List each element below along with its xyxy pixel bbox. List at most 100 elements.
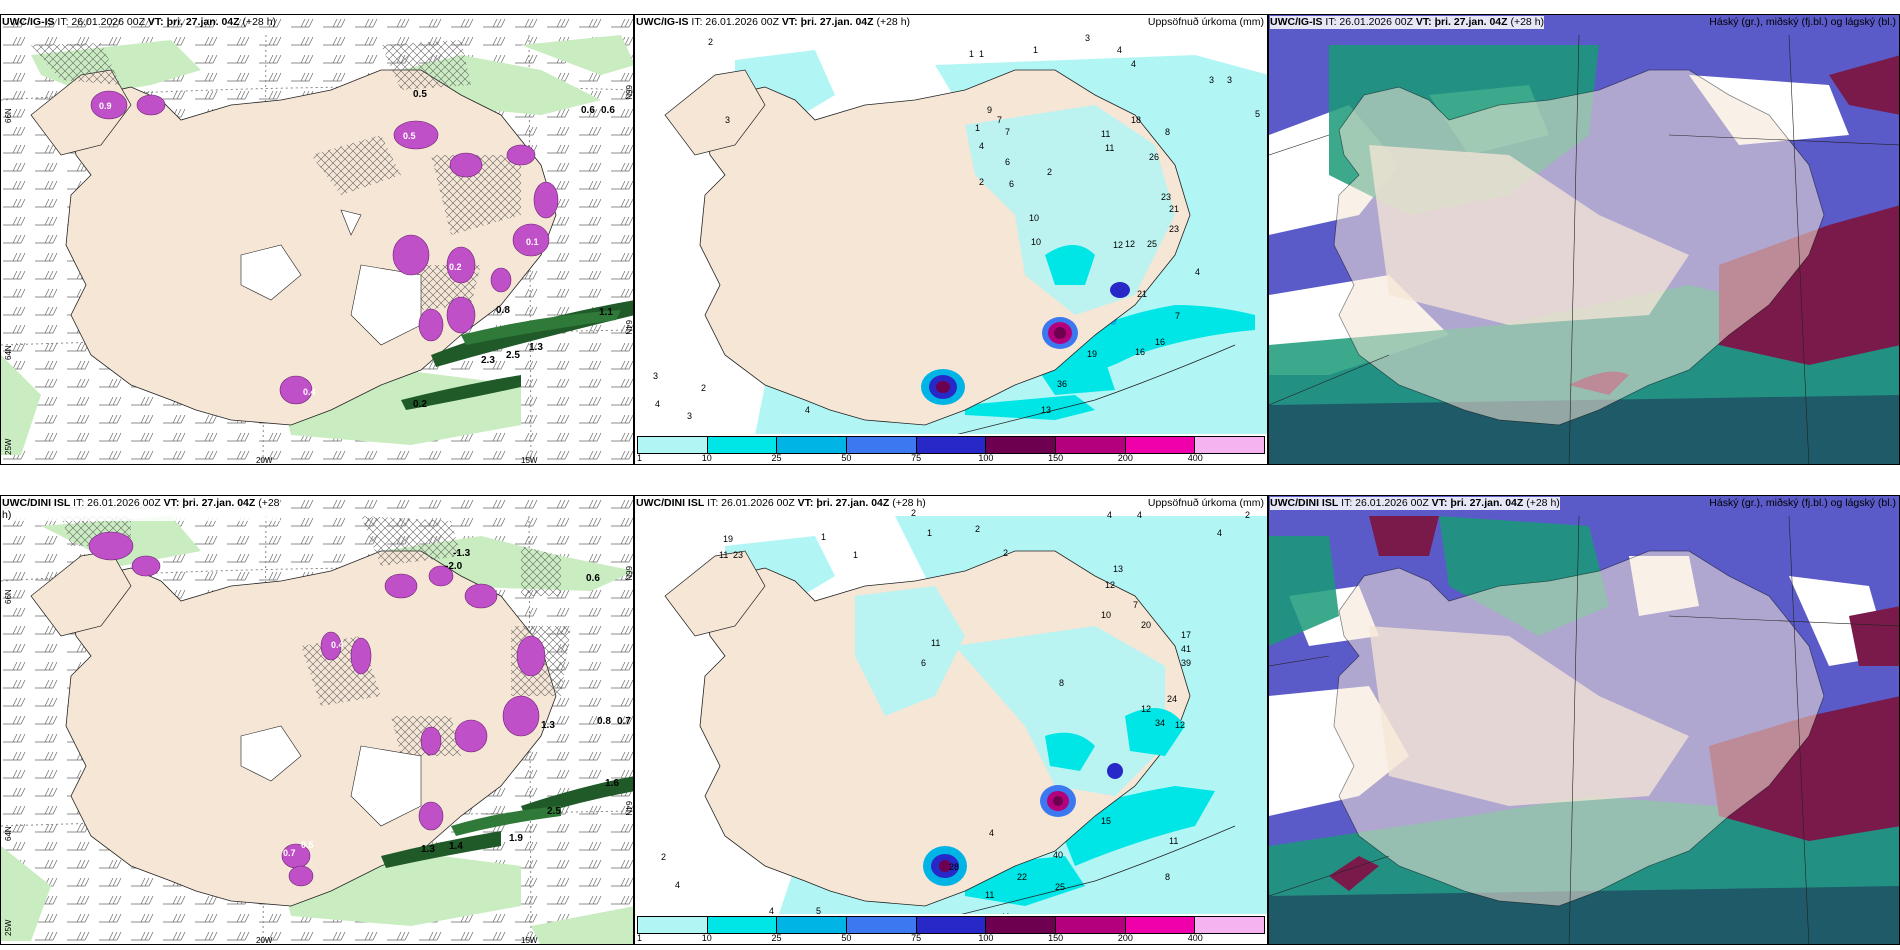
svg-text:3: 3	[653, 371, 658, 381]
svg-text:2: 2	[701, 383, 706, 393]
colorbar-label: 150	[1048, 453, 1064, 463]
panel-right-title: Háský (gr.), miðský (fj.bl.) og lágský (…	[1709, 497, 1896, 509]
svg-text:23: 23	[1169, 224, 1179, 234]
svg-text:1: 1	[927, 528, 932, 538]
lon-label-25: 25W	[4, 438, 13, 455]
panel-bottom-right: UWC/DINI ISL IT: 26.01.2026 00Z VT: þri.…	[1268, 495, 1900, 945]
svg-text:6: 6	[1005, 157, 1010, 167]
value-label: 1.1	[599, 307, 613, 318]
hatch-region	[31, 40, 521, 310]
map-precipitation: 2 2 2 1 1 4 4 4 19 11 23 17 41 39 24 12 …	[661, 508, 1267, 927]
svg-text:4: 4	[1195, 267, 1200, 277]
svg-text:6: 6	[921, 658, 926, 668]
svg-text:4: 4	[805, 405, 810, 415]
precip-values: 2 2 2 1 1 4 4 4 19 11 23 17 41 39 24 12 …	[661, 508, 1250, 924]
colorbar-swatch	[1125, 917, 1196, 933]
svg-text:34: 34	[1155, 718, 1165, 728]
value-label: 0.9	[99, 101, 112, 111]
value-label: 0.1	[526, 237, 539, 247]
colorbar-label: 75	[911, 453, 922, 463]
svg-text:17: 17	[1181, 630, 1191, 640]
value-label: 0.8	[496, 305, 510, 316]
svg-text:13: 13	[1113, 564, 1123, 574]
svg-text:16: 16	[1135, 347, 1145, 357]
colorbar-swatch	[986, 437, 1057, 453]
value-label: 1.6	[605, 778, 619, 789]
colorbar-swatch	[707, 917, 778, 933]
colorbar-swatches	[637, 916, 1265, 934]
colorbar-swatch	[777, 917, 848, 933]
lon-label-25: 25W	[4, 919, 13, 936]
value-label: -1.3	[453, 548, 471, 559]
colorbar-label: 150	[1048, 933, 1064, 943]
svg-text:25: 25	[1147, 239, 1157, 249]
svg-text:18: 18	[1131, 115, 1141, 125]
panel-top-right: UWC/IG-IS IT: 26.01.2026 00Z VT: þri. 27…	[1268, 14, 1900, 465]
colorbar-swatch	[1056, 917, 1126, 933]
value-label: 2.3	[481, 355, 495, 366]
precip-medium	[965, 786, 1215, 906]
svg-text:4: 4	[989, 828, 994, 838]
lat-label-64-right: 64N	[624, 801, 633, 816]
svg-text:11: 11	[931, 638, 940, 648]
temperature-blobs	[90, 90, 559, 405]
panel-title: UWC/DINI ISL IT: 26.01.2026 00Z VT: þri.…	[636, 497, 926, 509]
svg-text:8: 8	[1165, 872, 1170, 882]
panel-top-left: UWC/IG-IS IT: 26.01.2026 00Z VT: þri. 27…	[0, 14, 634, 465]
svg-text:5: 5	[816, 906, 821, 916]
lon-label-15: 15W	[521, 936, 538, 945]
panel-title: UWC/IG-IS IT: 26.01.2026 00Z VT: þri. 27…	[1270, 16, 1545, 29]
svg-text:21: 21	[1169, 204, 1179, 214]
svg-text:11: 11	[1105, 143, 1114, 153]
svg-text:23: 23	[1161, 192, 1171, 202]
value-label: 0.6	[581, 105, 595, 116]
value-label: -2.0	[445, 561, 463, 572]
colorbar-labels: 1 10 25 50 75 100 150 200 400	[637, 933, 1265, 943]
svg-text:1: 1	[979, 49, 984, 59]
colorbar-swatch	[986, 917, 1057, 933]
svg-text:2: 2	[979, 177, 984, 187]
svg-text:4: 4	[1107, 510, 1112, 520]
value-label: 1.9	[509, 833, 523, 844]
value-label: 0.2	[449, 262, 462, 272]
colorbar-label: 10	[701, 933, 712, 943]
colorbar-label: 400	[1187, 453, 1203, 463]
svg-text:9: 9	[987, 105, 992, 115]
low-cloud	[1329, 516, 1899, 891]
value-label: 0.5	[301, 840, 314, 850]
svg-text:20: 20	[1141, 620, 1151, 630]
value-label: 0.4	[331, 640, 344, 650]
panel-title: UWC/IG-IS IT: 26.01.2026 00Z VT: þri. 27…	[636, 16, 911, 28]
value-label: 0.2	[413, 399, 427, 410]
svg-text:4: 4	[1131, 59, 1136, 69]
colorbar-swatch	[638, 437, 708, 453]
map-clouds	[1269, 496, 1899, 944]
svg-text:28: 28	[949, 862, 959, 872]
value-label: 2.5	[506, 350, 520, 361]
panel-title: UWC/DINI ISL IT: 26.01.2026 00Z VT: þri.…	[1270, 497, 1560, 510]
panel-top-mid: UWC/IG-IS IT: 26.01.2026 00Z VT: þri. 27…	[634, 14, 1268, 465]
lat-label-66: 66N	[4, 589, 13, 604]
svg-text:2: 2	[708, 37, 713, 47]
svg-text:39: 39	[1181, 658, 1191, 668]
svg-text:8: 8	[1165, 127, 1170, 137]
svg-text:1: 1	[853, 550, 858, 560]
svg-text:15: 15	[1101, 816, 1111, 826]
lon-label-20: 20W	[256, 936, 273, 945]
svg-text:4: 4	[675, 880, 680, 890]
value-labels: 0.5 1.1 0.6 0.6 0.8 0.2 2.3 2.5 1.3 0.9 …	[99, 89, 615, 410]
svg-text:11: 11	[719, 550, 728, 560]
svg-text:12: 12	[1113, 240, 1123, 250]
colorbar-label: 10	[701, 453, 712, 463]
svg-text:4: 4	[1137, 510, 1142, 520]
svg-text:7: 7	[1133, 600, 1138, 610]
svg-text:24: 24	[1167, 694, 1177, 704]
svg-text:12: 12	[1105, 580, 1115, 590]
colorbar-label: 50	[841, 933, 852, 943]
lat-label-64: 64N	[4, 345, 13, 360]
svg-text:1: 1	[975, 123, 980, 133]
colorbar-swatch	[638, 917, 708, 933]
panel-right-title: Uppsöfnuð úrkoma (mm)	[1147, 16, 1264, 28]
value-label: 1.3	[421, 844, 435, 855]
svg-text:10: 10	[1101, 610, 1111, 620]
